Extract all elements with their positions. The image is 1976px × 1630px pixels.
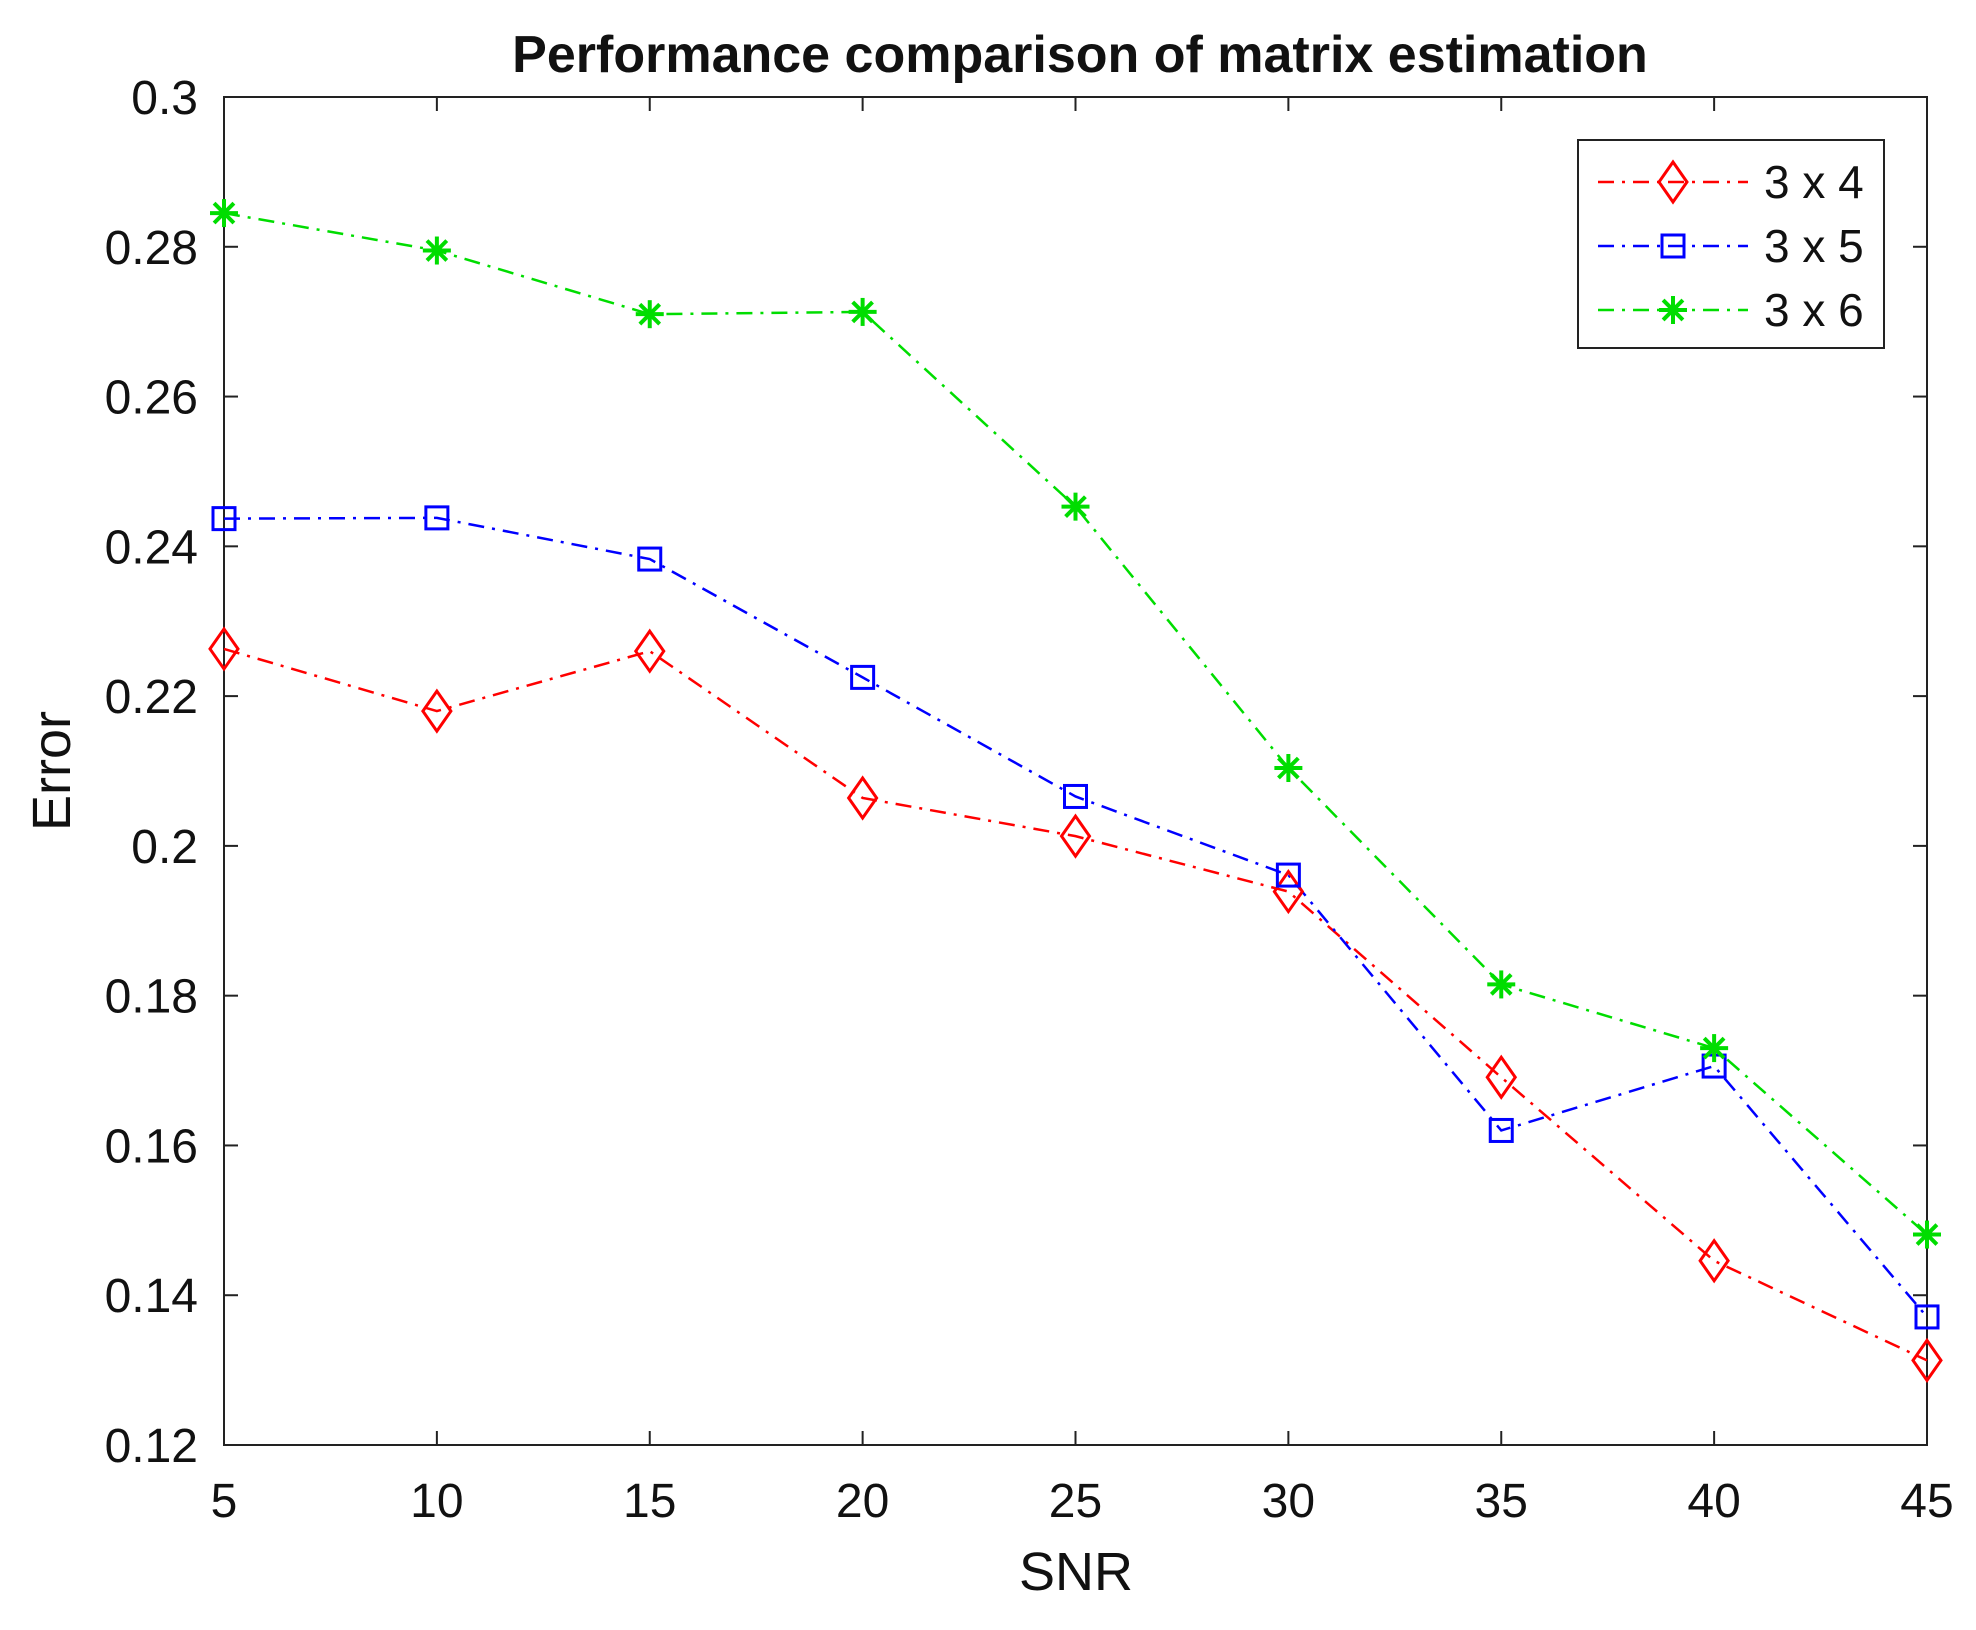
data-point-series-3 <box>848 297 877 326</box>
data-point-series-3 <box>1913 1220 1941 1249</box>
data-point-series-3 <box>635 300 664 329</box>
data-point-series-2 <box>1488 1117 1514 1143</box>
legend-box <box>1577 139 1885 349</box>
data-point-series-2 <box>1914 1304 1940 1330</box>
data-point-series-3-stroke <box>1277 756 1300 780</box>
data-point-series-1 <box>1911 1337 1943 1383</box>
x-tick-label: 40 <box>1687 1475 1740 1528</box>
x-tick-label: 30 <box>1262 1475 1315 1528</box>
data-point-series-3-stroke <box>425 239 449 262</box>
data-point-series-2 <box>637 546 663 572</box>
legend-label-2: 3 x 5 <box>1764 220 1864 272</box>
y-axis-label: Error <box>22 711 82 831</box>
legend-label-1: 3 x 4 <box>1764 156 1864 208</box>
series-lines <box>223 211 1928 1362</box>
y-tick-label: 0.2 <box>131 821 198 874</box>
x-tick-label: 20 <box>836 1475 889 1528</box>
data-point-series-1 <box>633 628 666 674</box>
data-point-series-1 <box>846 775 879 821</box>
x-tick-label: 5 <box>211 1475 238 1528</box>
data-point-series-2 <box>1063 783 1088 809</box>
data-point-series-3-stroke <box>1702 1036 1726 1060</box>
x-tick-label: 45 <box>1900 1475 1953 1528</box>
data-point-series-3-stroke <box>1064 495 1087 518</box>
legend-marker-3-stroke <box>1661 298 1685 322</box>
data-point-series-3 <box>210 199 238 228</box>
data-point-series-3 <box>422 236 451 265</box>
series-markers <box>208 199 1943 1383</box>
data-point-series-2 <box>424 505 450 531</box>
y-axis: 0.12 0.14 0.16 0.18 0.2 0.22 0.24 0.26 0.28 0.3 <box>105 72 1927 1473</box>
y-tick-label: 0.3 <box>131 72 198 125</box>
y-tick-label: 0.28 <box>105 222 198 275</box>
x-tick-label: 35 <box>1475 1475 1528 1528</box>
legend-marker-2 <box>1660 233 1686 259</box>
legend-marker-1 <box>1657 159 1689 205</box>
data-point-series-3-stroke <box>638 302 662 326</box>
data-point-series-3-stroke <box>851 300 874 324</box>
chart-title: Performance comparison of matrix estimat… <box>512 26 1648 84</box>
legend-marker-3 <box>1659 296 1687 324</box>
data-point-series-1 <box>421 688 453 734</box>
y-tick-label: 0.22 <box>105 671 198 724</box>
legend: 3 x 4 3 x 5 3 x 6 <box>1577 139 1885 349</box>
y-tick-label: 0.14 <box>105 1270 198 1323</box>
y-tick-label: 0.26 <box>105 372 198 425</box>
legend-label-3: 3 x 6 <box>1764 284 1864 336</box>
data-point-series-2 <box>850 664 876 690</box>
data-point-series-1 <box>1059 813 1092 859</box>
data-point-series-3-stroke <box>1489 973 1513 996</box>
data-point-series-3-stroke <box>212 201 236 225</box>
y-tick-label: 0.18 <box>105 971 198 1024</box>
series-line-1 <box>223 647 1928 1362</box>
data-point-series-2 <box>211 506 237 532</box>
x-tick-label: 25 <box>1049 1475 1102 1528</box>
x-axis-label: SNR <box>1019 1542 1133 1602</box>
data-point-series-2 <box>1275 862 1301 888</box>
series-line-2 <box>223 516 1928 1318</box>
data-point-series-1 <box>1698 1238 1730 1284</box>
data-point-series-3 <box>1274 754 1303 783</box>
data-point-series-3-stroke <box>1915 1223 1939 1246</box>
data-point-series-1 <box>1485 1054 1518 1100</box>
y-tick-label: 0.16 <box>105 1120 198 1173</box>
x-tick-label: 10 <box>410 1475 463 1528</box>
y-tick-label: 0.24 <box>105 521 198 574</box>
data-point-series-1 <box>208 626 240 672</box>
x-axis: 5 10 15 20 25 30 35 40 45 <box>211 97 1954 1528</box>
data-point-series-3 <box>1487 970 1516 999</box>
y-tick-label: 0.12 <box>105 1420 198 1473</box>
x-tick-label: 15 <box>623 1475 676 1528</box>
data-point-series-3 <box>1700 1034 1729 1063</box>
series-line-3 <box>223 211 1928 1236</box>
data-point-series-3 <box>1061 492 1090 521</box>
